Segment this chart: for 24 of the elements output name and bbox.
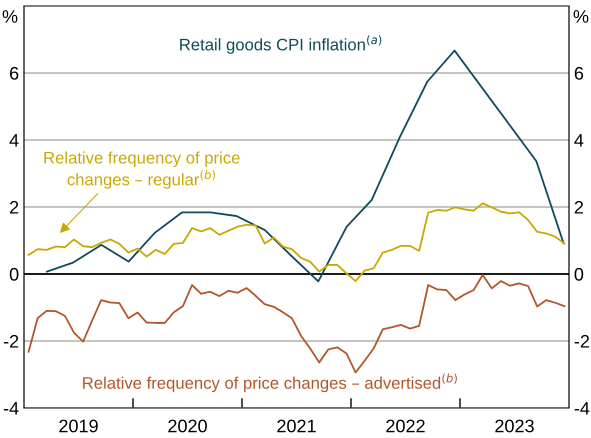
- line-series: [28, 202, 566, 282]
- x-tick-label: 2022: [386, 420, 425, 432]
- x-tick-label: 2021: [277, 420, 316, 432]
- y2-tick-label: 2: [574, 200, 583, 214]
- y-tick-label: 4: [10, 134, 19, 147]
- y2-axis-title: %: [574, 10, 588, 23]
- y-tick-label: 0: [10, 268, 18, 281]
- y2-tick-label: -2: [574, 334, 590, 348]
- y2-tick-label: 4: [574, 134, 584, 147]
- y2-tick-label: 0: [574, 268, 584, 281]
- y-tick-label: -2: [4, 334, 18, 348]
- series-label: Relative frequency of price changes – advertised$^{(b)}$: [83, 373, 457, 392]
- y-tick-label: 2: [10, 200, 18, 214]
- text: Retail goods CPI inflation$^{(a)}$: [180, 35, 382, 54]
- y2-tick-label: -4: [574, 402, 590, 415]
- y2-tick-label: 6: [574, 66, 584, 80]
- x-tick-label: 2019: [59, 420, 98, 432]
- line-series: [28, 274, 566, 374]
- text: Relative frequency of price changes – regular$^{(b)}$: [44, 151, 240, 189]
- x-tick-label: 2020: [168, 420, 207, 432]
- x-tick-label: 2023: [495, 420, 534, 432]
- y-tick-label: -4: [4, 402, 19, 415]
- y-axis-title: %: [2, 10, 18, 23]
- y-tick-label: 6: [10, 66, 18, 80]
